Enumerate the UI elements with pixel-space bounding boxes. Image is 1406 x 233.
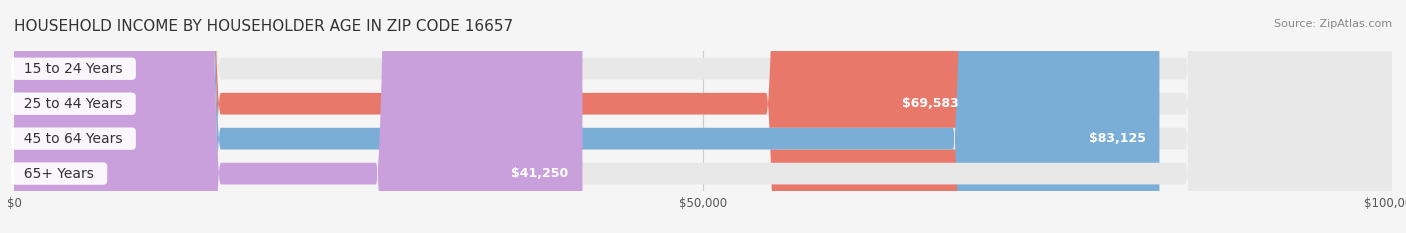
Text: 45 to 64 Years: 45 to 64 Years xyxy=(15,132,132,146)
Text: 15 to 24 Years: 15 to 24 Years xyxy=(15,62,132,76)
FancyBboxPatch shape xyxy=(14,0,1160,233)
FancyBboxPatch shape xyxy=(14,0,1392,233)
FancyBboxPatch shape xyxy=(14,0,1392,233)
FancyBboxPatch shape xyxy=(14,0,582,233)
Text: $0: $0 xyxy=(35,62,51,75)
FancyBboxPatch shape xyxy=(14,0,1392,233)
Text: 25 to 44 Years: 25 to 44 Years xyxy=(15,97,132,111)
Text: HOUSEHOLD INCOME BY HOUSEHOLDER AGE IN ZIP CODE 16657: HOUSEHOLD INCOME BY HOUSEHOLDER AGE IN Z… xyxy=(14,19,513,34)
Text: $41,250: $41,250 xyxy=(512,167,568,180)
Text: 65+ Years: 65+ Years xyxy=(15,167,103,181)
Text: $69,583: $69,583 xyxy=(903,97,959,110)
Text: $83,125: $83,125 xyxy=(1088,132,1146,145)
Text: Source: ZipAtlas.com: Source: ZipAtlas.com xyxy=(1274,19,1392,29)
FancyBboxPatch shape xyxy=(14,0,973,233)
FancyBboxPatch shape xyxy=(14,0,1392,233)
